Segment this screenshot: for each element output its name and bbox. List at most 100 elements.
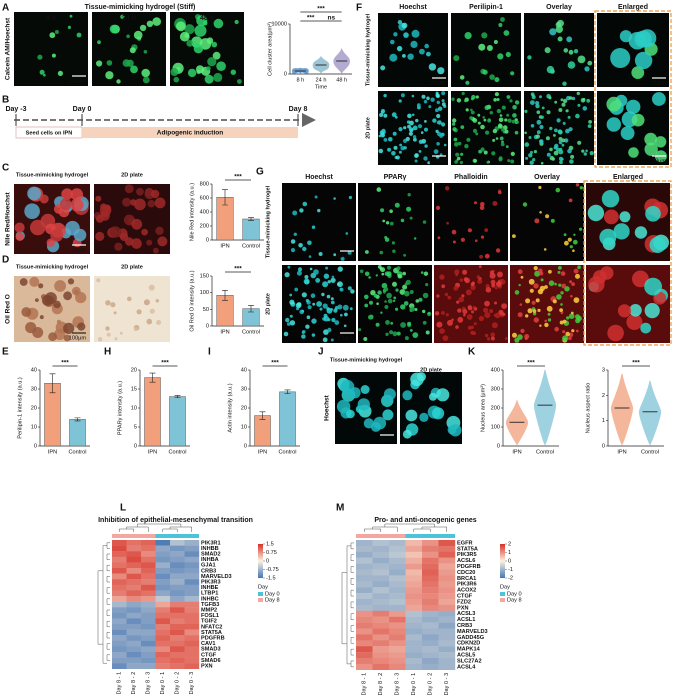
cell bbox=[77, 322, 86, 331]
gene-label: PDGFRB bbox=[457, 564, 481, 570]
cell bbox=[451, 229, 457, 235]
heatmap-cell bbox=[170, 596, 185, 602]
cell bbox=[480, 201, 485, 207]
cell bbox=[196, 15, 208, 27]
heatmap-cell bbox=[155, 584, 171, 591]
heatmap-cell bbox=[438, 575, 456, 582]
cell bbox=[409, 216, 413, 220]
gene-label: CDC20 bbox=[457, 570, 475, 576]
cell bbox=[423, 271, 429, 276]
cell bbox=[298, 243, 303, 248]
phase-label: Seed cells on IPN bbox=[26, 130, 73, 136]
cell bbox=[376, 187, 382, 192]
group-annotation bbox=[112, 534, 127, 538]
cell bbox=[289, 293, 293, 297]
cell bbox=[323, 315, 330, 322]
cell bbox=[368, 276, 371, 279]
heatmap-cell bbox=[422, 569, 439, 576]
cell bbox=[451, 318, 454, 322]
heatmap-cell bbox=[170, 562, 185, 569]
cell bbox=[467, 325, 472, 330]
cell bbox=[122, 197, 132, 207]
cell bbox=[579, 186, 583, 190]
cell bbox=[308, 255, 312, 258]
heatmap-cell bbox=[155, 663, 171, 669]
column-label: Day 0 - 3 bbox=[189, 672, 195, 695]
heatmap-cell bbox=[372, 616, 390, 623]
cell bbox=[435, 93, 440, 98]
heatmap-cell bbox=[184, 607, 200, 613]
cell bbox=[326, 307, 333, 314]
cell bbox=[629, 304, 642, 317]
cell bbox=[391, 112, 397, 118]
cell bbox=[380, 267, 386, 273]
y-tick-label: 1 bbox=[602, 418, 605, 424]
colorbar-label: -1.5 bbox=[266, 575, 276, 581]
heatmap-cell bbox=[126, 573, 142, 580]
heatmap-cell bbox=[170, 629, 185, 636]
cell bbox=[422, 292, 429, 299]
heatmap-cell bbox=[438, 652, 456, 659]
column-header: PPARγ bbox=[384, 174, 407, 181]
significance-label: ns bbox=[328, 15, 336, 22]
cell bbox=[496, 98, 500, 101]
y-tick-label: 2 bbox=[602, 393, 605, 399]
panel-letter: F bbox=[356, 3, 362, 14]
heatmap-cell bbox=[126, 629, 142, 636]
panel-letter: G bbox=[256, 167, 264, 178]
cell bbox=[141, 228, 149, 236]
group-annotation bbox=[356, 534, 373, 538]
cell bbox=[571, 96, 576, 101]
cell bbox=[484, 253, 490, 259]
cell bbox=[314, 195, 318, 199]
heatmap-cell bbox=[170, 568, 185, 574]
column-header: Phalloidin bbox=[454, 174, 487, 181]
heatmap-cell bbox=[170, 618, 185, 625]
cell bbox=[395, 155, 400, 160]
y-axis-label: PPARγ intensity (a.u.) bbox=[117, 381, 123, 435]
heatmap-cell bbox=[389, 640, 406, 647]
group-legend-label: Day 0 bbox=[265, 591, 280, 597]
cell bbox=[230, 69, 236, 75]
cell bbox=[571, 329, 575, 333]
heatmap-cell bbox=[155, 573, 171, 580]
x-tick-label: IPN bbox=[148, 449, 157, 455]
cell bbox=[344, 312, 348, 317]
cell bbox=[400, 322, 406, 328]
cell bbox=[327, 280, 331, 284]
heatmap-cell bbox=[184, 584, 200, 591]
panel-letter: D bbox=[2, 255, 9, 266]
group-annotation bbox=[141, 534, 156, 538]
cell bbox=[441, 91, 446, 96]
cell bbox=[388, 137, 393, 142]
significance-label: *** bbox=[234, 174, 242, 181]
y-axis-label: Oil Red O intensity (a.u.) bbox=[189, 270, 195, 331]
heatmap-cell bbox=[405, 663, 423, 670]
cell bbox=[465, 108, 469, 112]
heatmap-cell bbox=[184, 562, 200, 569]
x-tick-label: IPN bbox=[220, 329, 229, 335]
heatmap-cell bbox=[184, 646, 200, 653]
cell bbox=[294, 287, 299, 292]
cell bbox=[503, 30, 510, 36]
cell bbox=[409, 329, 413, 332]
cell bbox=[451, 97, 455, 101]
gene-label: PIK3R1 bbox=[201, 540, 221, 546]
cell bbox=[119, 331, 123, 335]
heatmap-cell bbox=[155, 612, 171, 619]
column-dendrogram bbox=[364, 523, 447, 532]
cell bbox=[481, 32, 488, 39]
cell bbox=[498, 190, 502, 195]
cell bbox=[562, 319, 567, 324]
cell bbox=[371, 422, 381, 432]
x-tick-label: IPN bbox=[48, 449, 57, 455]
cell bbox=[411, 113, 415, 117]
cell bbox=[464, 31, 472, 40]
heatmap-cell bbox=[405, 563, 423, 570]
cell bbox=[333, 308, 338, 313]
cell bbox=[129, 47, 136, 54]
cell bbox=[495, 248, 501, 253]
cell bbox=[130, 65, 138, 74]
column-label: Day 8 - 1 bbox=[362, 673, 368, 696]
cell bbox=[539, 211, 542, 214]
